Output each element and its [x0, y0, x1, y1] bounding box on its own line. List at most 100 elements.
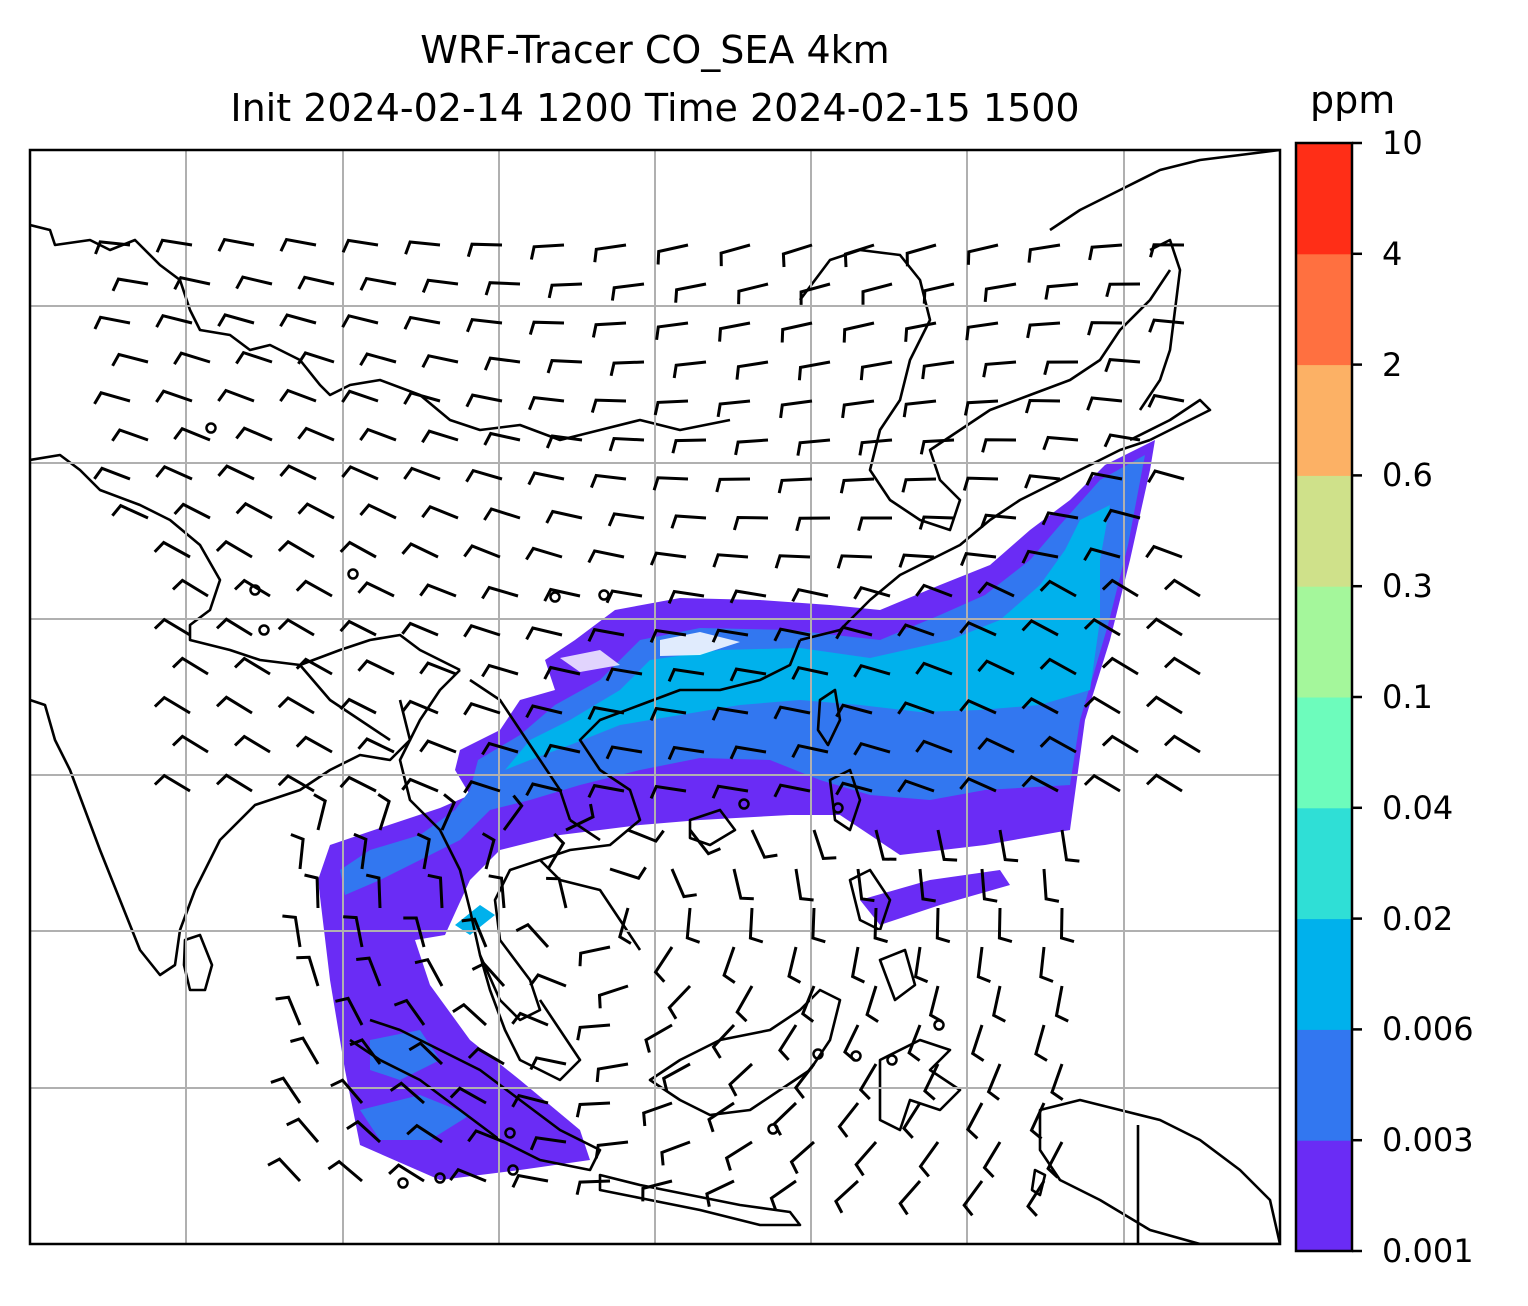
- wind-barb: [800, 985, 816, 1023]
- wind-barb: [605, 667, 643, 682]
- colorbar-tick-label: 0.001: [1382, 1232, 1474, 1270]
- wind-barb: [649, 628, 687, 644]
- wind-barb: [111, 503, 149, 520]
- wind-barb: [545, 434, 583, 449]
- wind-barb: [711, 784, 749, 799]
- wind-barb: [729, 745, 767, 760]
- wind-barb: [977, 659, 1015, 676]
- wind-barb: [155, 238, 193, 253]
- wind-barb: [359, 503, 397, 520]
- calm-wind-marker: [886, 1054, 898, 1066]
- wind-barb: [401, 621, 439, 637]
- wind-barb: [93, 466, 131, 481]
- wind-barb: [1149, 243, 1185, 258]
- wind-barb: [153, 617, 191, 637]
- wind-barb: [488, 874, 506, 909]
- wind-barb: [279, 237, 317, 252]
- wind-barb: [1059, 907, 1075, 944]
- wind-barb: [275, 995, 302, 1026]
- wind-barb: [401, 777, 439, 793]
- wind-barb: [902, 1102, 922, 1139]
- wind-barb: [511, 1011, 549, 1027]
- wind-barb: [789, 1140, 815, 1175]
- colorbar-tick-label: 0.003: [1382, 1121, 1474, 1160]
- wind-barb: [998, 829, 1019, 863]
- wind-barb: [483, 507, 521, 521]
- wind-barb: [1043, 360, 1079, 376]
- wind-barb: [408, 1041, 444, 1066]
- wind-barb: [173, 351, 211, 365]
- wind-barb: [339, 775, 377, 793]
- wind-barb: [671, 438, 707, 454]
- wind-barb: [461, 917, 488, 948]
- wind-barb: [970, 1024, 985, 1062]
- wind-barb: [297, 275, 335, 290]
- wind-barb: [529, 243, 565, 260]
- wind-barb: [667, 745, 705, 761]
- wind-barb: [546, 359, 583, 374]
- wind-barb: [836, 554, 873, 569]
- wind-barb: [705, 1179, 735, 1207]
- colorbar-tick-label: 0.1: [1382, 678, 1433, 716]
- wind-barb: [655, 321, 689, 340]
- wind-barb: [919, 438, 955, 455]
- wind-barb: [575, 1101, 611, 1118]
- wind-barb: [296, 955, 320, 987]
- wind-barb: [1083, 773, 1121, 793]
- wind-barb: [511, 1173, 549, 1188]
- wind-barb: [1041, 511, 1079, 526]
- wind-barb: [153, 695, 191, 715]
- wind-barb: [343, 915, 364, 948]
- calm-wind-marker: [258, 624, 270, 636]
- wind-barb: [982, 1141, 1002, 1179]
- wind-barb: [981, 438, 1017, 453]
- wind-barb: [1021, 549, 1059, 564]
- wind-barb: [481, 585, 519, 600]
- wind-barb: [1044, 282, 1079, 300]
- wind-barb: [233, 734, 271, 754]
- wind-barb: [977, 737, 1015, 754]
- wind-barb: [217, 237, 255, 252]
- wind-barb: [286, 1117, 320, 1143]
- wind-barb: [1147, 469, 1185, 483]
- wind-barb: [353, 832, 368, 870]
- wind-barb: [295, 657, 333, 676]
- wind-barb: [907, 1024, 922, 1062]
- wind-barb: [171, 734, 209, 754]
- wind-barb: [811, 907, 826, 944]
- wind-barb: [357, 737, 395, 754]
- wind-barb: [861, 282, 893, 305]
- wind-barb: [587, 783, 625, 799]
- wind-barb: [1086, 396, 1123, 411]
- wind-barb: [791, 743, 829, 758]
- wind-barb: [711, 628, 749, 643]
- wind-barb: [527, 471, 565, 486]
- wind-barb: [282, 914, 302, 948]
- wind-barb: [921, 360, 955, 380]
- colorbar: [1296, 143, 1352, 1252]
- wind-barb: [94, 240, 131, 255]
- wind-barb: [111, 428, 149, 442]
- coastlines: [30, 150, 1280, 1244]
- wind-barb: [465, 393, 503, 408]
- wind-barb: [980, 868, 998, 903]
- wind-barb: [153, 540, 191, 559]
- calm-wind-marker: [767, 1123, 779, 1135]
- wind-barbs: [93, 237, 1201, 1217]
- calm-wind-marker: [832, 802, 844, 814]
- wind-barb: [976, 946, 991, 983]
- wind-barb: [795, 516, 831, 532]
- wind-barb: [1029, 1102, 1046, 1140]
- wind-barb: [1027, 243, 1061, 263]
- wind-barb: [722, 946, 736, 984]
- wind-barb: [865, 985, 879, 1023]
- wind-barb: [295, 735, 333, 754]
- wind-barb: [1147, 393, 1185, 408]
- wind-barb: [685, 907, 701, 944]
- wind-barb: [959, 776, 997, 793]
- colorbar-band: [1296, 143, 1352, 255]
- colorbar-tick-label: 2: [1382, 345, 1403, 384]
- colorbar-band: [1296, 253, 1352, 366]
- wind-barb: [270, 1076, 302, 1104]
- wind-barb: [737, 282, 769, 305]
